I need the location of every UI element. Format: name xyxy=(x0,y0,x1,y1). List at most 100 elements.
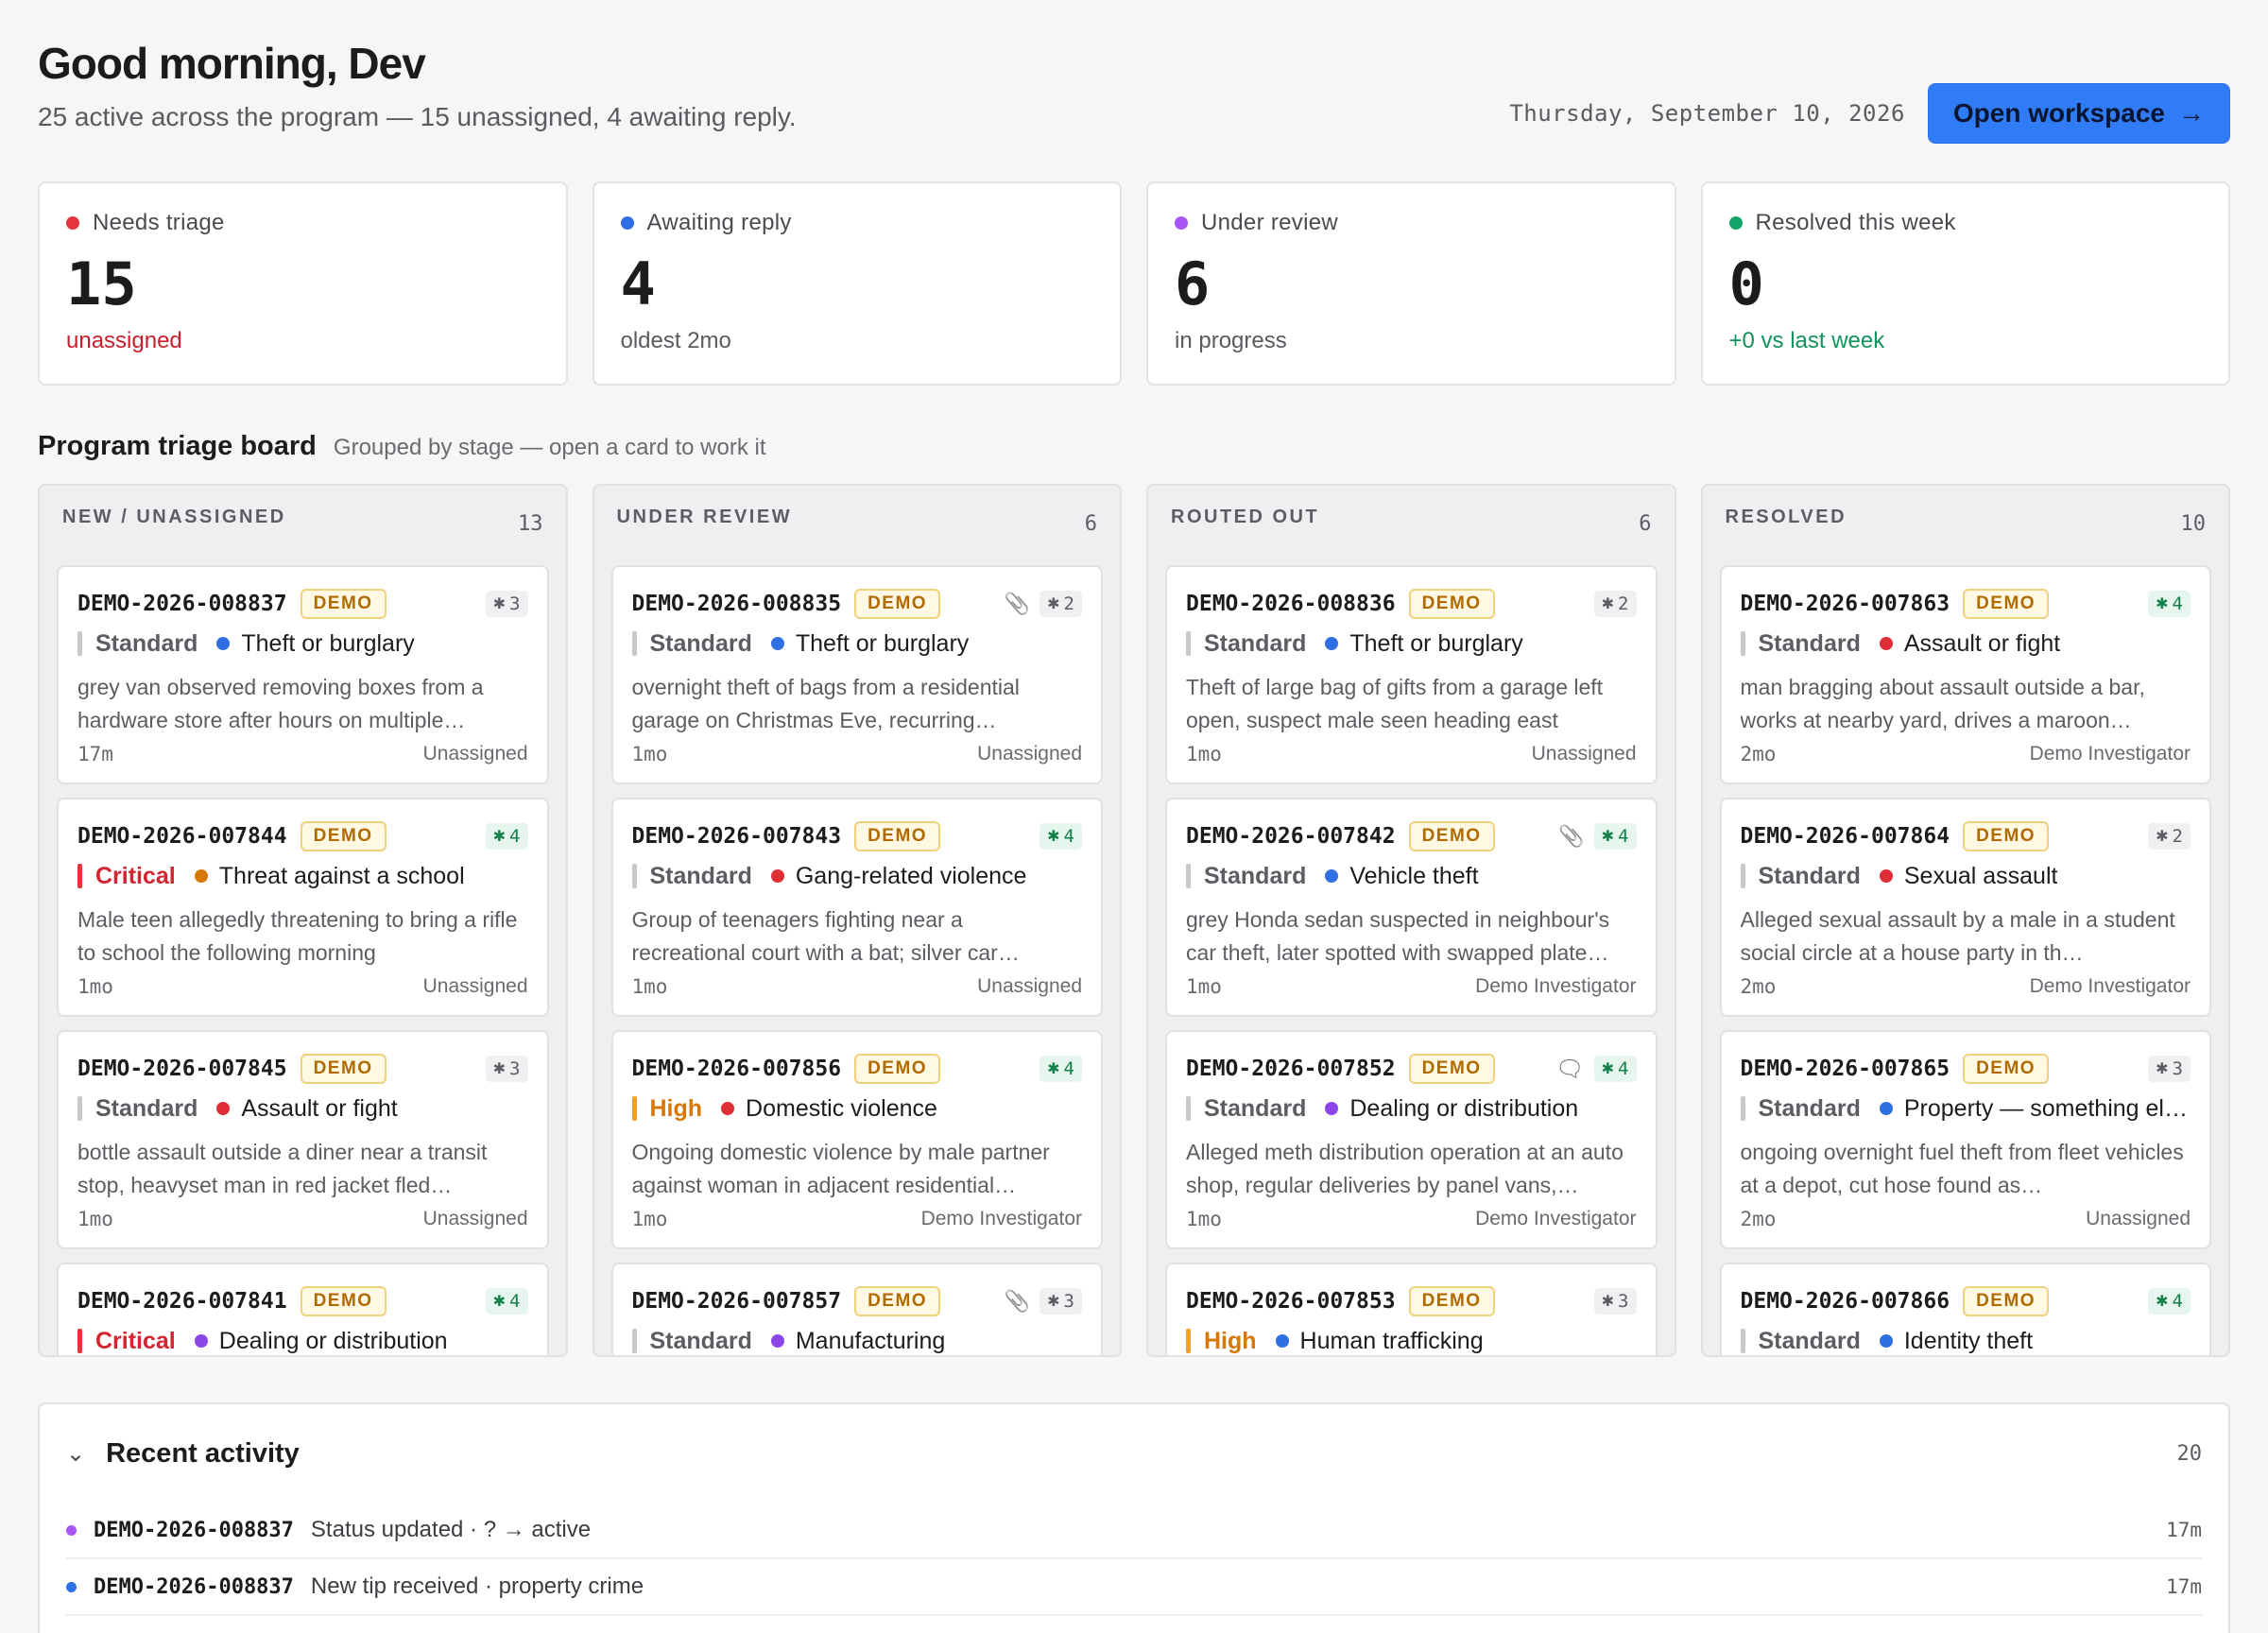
case-card[interactable]: DEMO-2026-007845 DEMO ✱ 3 Standard Assault or… xyxy=(57,1030,549,1249)
case-card[interactable]: DEMO-2026-007852 DEMO 🗨 ✱ 4 Standard Dealing o… xyxy=(1165,1030,1658,1249)
case-age: 1mo xyxy=(1186,975,1222,998)
greeting-subtitle: 25 active across the program — 15 unassi… xyxy=(38,102,797,131)
severity-bar xyxy=(631,1096,637,1121)
severity-label: Standard xyxy=(1758,1327,1861,1354)
case-age: 1mo xyxy=(1186,743,1222,765)
card-meta: Standard Identity theft xyxy=(1740,1325,2191,1355)
sparkle-icon: ✱ xyxy=(2156,829,2169,845)
severity-bar xyxy=(77,631,82,656)
category-label: Vehicle theft xyxy=(1349,862,1479,889)
category-dot-icon xyxy=(770,1334,784,1348)
case-card[interactable]: DEMO-2026-008836 DEMO ✱ 2 Standard Theft or b… xyxy=(1165,565,1658,784)
case-card[interactable]: DEMO-2026-007853 DEMO ✱ 3 High Human traffick… xyxy=(1165,1263,1658,1355)
activity-row[interactable]: DEMO-2026-008837 Status updated · ? → act… xyxy=(66,1503,2202,1559)
activity-text: Status updated · ? → active xyxy=(311,1630,591,1633)
stat-label: Under review xyxy=(1201,210,1338,235)
card-indicators: ✱ 4 xyxy=(2148,1288,2191,1315)
card-footer: 1mo Unassigned xyxy=(77,1208,528,1230)
activity-case-id[interactable]: DEMO-2026-008837 xyxy=(94,1574,294,1599)
card-footer: 1mo Unassigned xyxy=(632,743,1083,765)
stat-card-needs-triage[interactable]: Needs triage 15 unassigned xyxy=(38,181,568,386)
open-workspace-button[interactable]: Open workspace → xyxy=(1927,83,2230,144)
case-assignee: Demo Investigator xyxy=(1475,1208,1637,1229)
sparkle-icon: ✱ xyxy=(492,1061,507,1077)
case-card[interactable]: DEMO-2026-007865 DEMO ✱ 3 Standard Property —… xyxy=(1719,1030,2211,1249)
activity-case-id[interactable]: DEMO-2026-008836 xyxy=(94,1632,294,1633)
category-dot-icon xyxy=(770,637,784,650)
severity-label: Standard xyxy=(649,862,752,889)
recent-activity-title: Recent activity xyxy=(106,1437,300,1469)
case-description: Alleged sexual assault by a male in a st… xyxy=(1740,907,2175,965)
category-dot-icon xyxy=(1879,1102,1893,1115)
category-label: Property — something el… xyxy=(1903,1094,2188,1122)
category-label: Gang-related violence xyxy=(795,862,1027,889)
stat-subtext: oldest 2mo xyxy=(620,328,731,353)
case-card[interactable]: DEMO-2026-007866 DEMO ✱ 4 Standard Identity t… xyxy=(1719,1263,2211,1355)
card-meta: Standard Theft or burglary xyxy=(1186,627,1637,660)
status-dot-icon xyxy=(620,216,634,230)
case-card[interactable]: DEMO-2026-007856 DEMO ✱ 4 High Domestic viole… xyxy=(610,1030,1103,1249)
card-indicators: ✱ 3 xyxy=(2148,1056,2191,1082)
card-header: DEMO-2026-007841 DEMO ✱ 4 xyxy=(77,1283,528,1319)
case-id: DEMO-2026-008836 xyxy=(1186,592,1396,616)
case-description: grey van observed removing boxes from a … xyxy=(77,675,484,732)
case-card[interactable]: DEMO-2026-008837 DEMO ✱ 3 Standard Theft or b… xyxy=(57,565,549,784)
category-dot-icon xyxy=(216,1102,231,1115)
case-id: DEMO-2026-007857 xyxy=(631,1289,842,1314)
score-chip: ✱ 2 xyxy=(2148,823,2191,850)
category-label: Assault or fight xyxy=(1903,629,2061,657)
activity-row[interactable]: DEMO-2026-008837 New tip received · prope… xyxy=(66,1559,2202,1616)
card-indicators: 📎 ✱ 2 xyxy=(1005,591,1082,617)
case-id: DEMO-2026-007841 xyxy=(77,1289,287,1314)
board-header: Program triage board Grouped by stage — … xyxy=(38,431,766,462)
demo-badge: DEMO xyxy=(854,1286,941,1316)
case-card[interactable]: DEMO-2026-007841 DEMO ✱ 4 Critical Dealing or… xyxy=(57,1263,549,1355)
status-dot-icon xyxy=(66,216,79,230)
score-value: 3 xyxy=(509,593,521,614)
case-card[interactable]: DEMO-2026-007863 DEMO ✱ 4 Standard Assault or… xyxy=(1719,565,2211,784)
stat-card-awaiting-reply[interactable]: Awaiting reply 4 oldest 2mo xyxy=(592,181,1122,386)
activity-case-id[interactable]: DEMO-2026-008837 xyxy=(94,1518,294,1542)
stat-card-resolved-this-week[interactable]: Resolved this week 0 +0 vs last week xyxy=(1700,181,2230,386)
case-card[interactable]: DEMO-2026-007843 DEMO ✱ 4 Standard Gang-relat… xyxy=(610,798,1103,1017)
demo-badge: DEMO xyxy=(854,821,941,851)
card-indicators: ✱ 4 xyxy=(485,823,528,850)
demo-badge: DEMO xyxy=(1408,821,1495,851)
demo-badge: DEMO xyxy=(300,589,387,619)
case-description: Male teen allegedly threatening to bring… xyxy=(77,907,518,965)
card-indicators: ✱ 4 xyxy=(2148,591,2191,617)
column-title: RESOLVED xyxy=(1725,507,1847,527)
case-card[interactable]: DEMO-2026-007842 DEMO 📎 ✱ 4 Standard Vehicle t… xyxy=(1165,798,1658,1017)
category-dot-icon xyxy=(194,869,208,883)
severity-bar xyxy=(1740,864,1745,888)
card-header: DEMO-2026-007865 DEMO ✱ 3 xyxy=(1741,1051,2191,1087)
board-column: RESOLVED 10 DEMO-2026-007863 DEMO ✱ 4 Standard… xyxy=(1700,484,2230,1357)
stat-label: Needs triage xyxy=(93,210,225,235)
card-meta: Standard Theft or burglary xyxy=(77,627,528,660)
category-label: Assault or fight xyxy=(241,1094,398,1122)
card-footer: 1mo Unassigned xyxy=(632,975,1083,998)
chevron-down-icon[interactable]: ⌄ xyxy=(66,1440,86,1467)
card-meta: Standard Dealing or distribution xyxy=(1186,1092,1637,1125)
case-age: 2mo xyxy=(1740,1208,1777,1230)
activity-text: Status updated · ? → active xyxy=(310,1517,592,1542)
stat-value: 0 xyxy=(1728,249,1764,318)
case-assignee: Unassigned xyxy=(2086,1208,2191,1229)
case-assignee: Unassigned xyxy=(422,743,528,765)
recent-activity-header[interactable]: ⌄ Recent activity 20 xyxy=(66,1404,2202,1503)
stat-card-under-review[interactable]: Under review 6 in progress xyxy=(1146,181,1676,386)
case-card[interactable]: DEMO-2026-007857 DEMO 📎 ✱ 3 Standard Manufactu… xyxy=(610,1263,1103,1355)
severity-bar xyxy=(631,864,637,888)
case-card[interactable]: DEMO-2026-007844 DEMO ✱ 4 Critical Threat aga… xyxy=(57,798,549,1017)
header-actions: Thursday, September 10, 2026 Open worksp… xyxy=(1509,83,2230,144)
card-header: DEMO-2026-007864 DEMO ✱ 2 xyxy=(1741,818,2191,854)
score-chip: ✱ 4 xyxy=(485,1288,528,1315)
activity-time: 17m xyxy=(2166,1519,2202,1541)
card-footer: 17m Unassigned xyxy=(77,743,528,765)
card-footer: 2mo Demo Investigator xyxy=(1741,743,2191,765)
case-card[interactable]: DEMO-2026-008835 DEMO 📎 ✱ 2 Standard Theft or … xyxy=(610,565,1103,784)
activity-row[interactable]: DEMO-2026-008836 Status updated · ? → act… xyxy=(66,1616,2202,1633)
severity-label: High xyxy=(1204,1327,1257,1354)
case-age: 1mo xyxy=(631,743,668,765)
case-card[interactable]: DEMO-2026-007864 DEMO ✱ 2 Standard Sexual ass… xyxy=(1719,798,2211,1017)
